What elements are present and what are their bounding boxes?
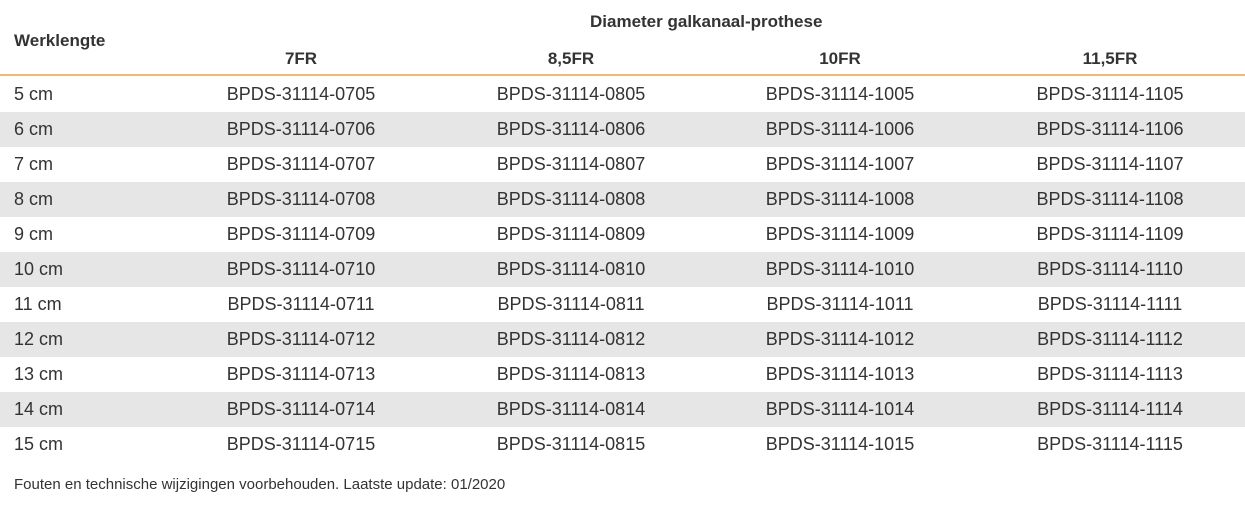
code-cell: BPDS-31114-0809 — [496, 224, 646, 244]
code-cell: BPDS-31114-1009 — [765, 224, 915, 244]
code-cell: BPDS-31114-1012 — [765, 329, 915, 349]
group-header-diameter: Diameter galkanaal-prothese — [590, 12, 823, 31]
product-table: Werklengte Diameter galkanaal-prothese 7… — [0, 0, 1245, 454]
table-row: 5 cm BPDS-31114-0705 BPDS-31114-0805 BPD… — [0, 77, 1245, 112]
code-cell: BPDS-31114-0712 — [226, 329, 376, 349]
code-cell: BPDS-31114-0707 — [226, 154, 376, 174]
code-cell: BPDS-31114-1112 — [1037, 329, 1183, 349]
code-cell: BPDS-31114-0807 — [496, 154, 646, 174]
code-cell: BPDS-31114-0705 — [226, 84, 376, 104]
table-row: 14 cm BPDS-31114-0714 BPDS-31114-0814 BP… — [0, 392, 1245, 427]
column-header-10fr: 10FR — [819, 49, 861, 68]
length-cell: 15 cm — [14, 434, 64, 454]
code-cell: BPDS-31114-1006 — [765, 119, 915, 139]
length-cell: 6 cm — [14, 119, 54, 139]
code-cell: BPDS-31114-1011 — [766, 294, 914, 314]
code-cell: BPDS-31114-1010 — [765, 259, 915, 279]
column-header-11-5fr: 11,5FR — [1082, 49, 1138, 68]
code-cell: BPDS-31114-0713 — [226, 364, 376, 384]
code-cell: BPDS-31114-1110 — [1037, 259, 1183, 279]
code-cell: BPDS-31114-0814 — [496, 399, 646, 419]
table-row: 9 cm BPDS-31114-0709 BPDS-31114-0809 BPD… — [0, 217, 1245, 252]
code-cell: BPDS-31114-1007 — [765, 154, 915, 174]
code-cell: BPDS-31114-0805 — [496, 84, 646, 104]
footer-note: Fouten en technische wijzigingen voorbeh… — [14, 476, 506, 493]
code-cell: BPDS-31114-0812 — [496, 329, 646, 349]
code-cell: BPDS-31114-1108 — [1036, 189, 1184, 209]
code-cell: BPDS-31114-1109 — [1036, 224, 1184, 244]
table-row: 6 cm BPDS-31114-0706 BPDS-31114-0806 BPD… — [0, 112, 1245, 147]
code-cell: BPDS-31114-0811 — [497, 294, 645, 314]
length-cell: 5 cm — [14, 84, 54, 104]
column-header-8-5fr: 8,5FR — [547, 49, 595, 68]
table-row: 11 cm BPDS-31114-0711 BPDS-31114-0811 BP… — [0, 287, 1245, 322]
table-row: 13 cm BPDS-31114-0713 BPDS-31114-0813 BP… — [0, 357, 1245, 392]
code-cell: BPDS-31114-1111 — [1037, 294, 1183, 314]
code-cell: BPDS-31114-1106 — [1036, 119, 1184, 139]
code-cell: BPDS-31114-0711 — [227, 294, 375, 314]
length-cell: 7 cm — [14, 154, 54, 174]
code-cell: BPDS-31114-0706 — [226, 119, 376, 139]
length-cell: 14 cm — [14, 399, 64, 419]
code-cell: BPDS-31114-0715 — [226, 434, 376, 454]
length-cell: 10 cm — [14, 259, 64, 279]
code-cell: BPDS-31114-1014 — [765, 399, 915, 419]
length-cell: 8 cm — [14, 189, 54, 209]
column-header-7fr: 7FR — [284, 49, 318, 68]
table-row: 12 cm BPDS-31114-0712 BPDS-31114-0812 BP… — [0, 322, 1245, 357]
code-cell: BPDS-31114-1008 — [765, 189, 915, 209]
code-cell: BPDS-31114-0806 — [496, 119, 646, 139]
code-cell: BPDS-31114-0808 — [496, 189, 646, 209]
code-cell: BPDS-31114-1113 — [1037, 364, 1183, 384]
table-body: 5 cm BPDS-31114-0705 BPDS-31114-0805 BPD… — [0, 77, 1245, 462]
table-row: 10 cm BPDS-31114-0710 BPDS-31114-0810 BP… — [0, 252, 1245, 287]
code-cell: BPDS-31114-0810 — [496, 259, 646, 279]
table-row: 8 cm BPDS-31114-0708 BPDS-31114-0808 BPD… — [0, 182, 1245, 217]
table-row: 15 cm BPDS-31114-0715 BPDS-31114-0815 BP… — [0, 427, 1245, 462]
code-cell: BPDS-31114-0709 — [226, 224, 376, 244]
length-cell: 13 cm — [14, 364, 64, 384]
code-cell: BPDS-31114-1115 — [1037, 434, 1183, 454]
code-cell: BPDS-31114-0708 — [226, 189, 376, 209]
code-cell: BPDS-31114-1114 — [1037, 399, 1183, 419]
code-cell: BPDS-31114-0710 — [226, 259, 376, 279]
code-cell: BPDS-31114-0813 — [496, 364, 646, 384]
table-header: Werklengte Diameter galkanaal-prothese 7… — [0, 0, 1245, 76]
length-cell: 11 cm — [14, 294, 62, 314]
code-cell: BPDS-31114-0714 — [226, 399, 376, 419]
code-cell: BPDS-31114-1107 — [1036, 154, 1184, 174]
length-cell: 12 cm — [14, 329, 64, 349]
code-cell: BPDS-31114-1005 — [765, 84, 915, 104]
code-cell: BPDS-31114-1105 — [1036, 84, 1184, 104]
code-cell: BPDS-31114-1013 — [765, 364, 915, 384]
code-cell: BPDS-31114-1015 — [765, 434, 915, 454]
length-cell: 9 cm — [14, 224, 54, 244]
code-cell: BPDS-31114-0815 — [496, 434, 646, 454]
row-header-werklengte: Werklengte — [14, 31, 106, 50]
table-row: 7 cm BPDS-31114-0707 BPDS-31114-0807 BPD… — [0, 147, 1245, 182]
